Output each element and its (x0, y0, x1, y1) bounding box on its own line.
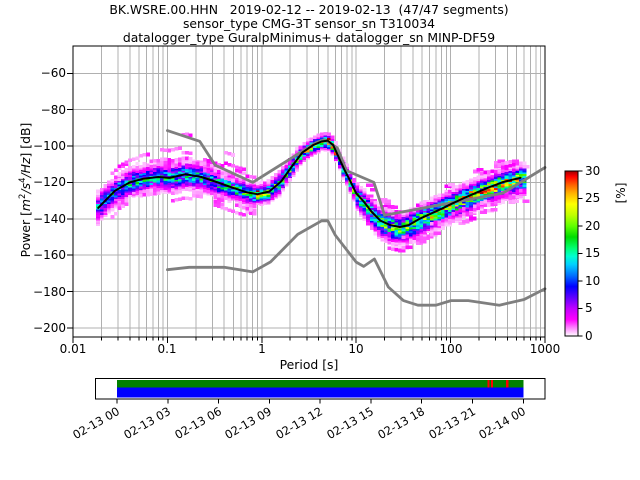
y-tick--160: −160 (33, 248, 66, 262)
timeline-gap-mark (505, 380, 509, 388)
cbar-tick-25: 25 (585, 191, 601, 205)
x-tick-0.01: 0.01 (59, 342, 87, 356)
grid (72, 46, 546, 337)
x-tick-1: 1 (258, 342, 266, 356)
ppsd-mode-line (97, 139, 522, 228)
title-line-1: BK.WSRE.00.HHN 2019-02-12 -- 2019-02-13 … (109, 2, 509, 17)
timeline-used-bar (117, 387, 524, 398)
timeline-coverage-bar (117, 380, 524, 388)
y-axis-label-sup: 2 (18, 193, 28, 199)
cbar-tick-10: 10 (585, 274, 601, 288)
title-line-2: sensor_type CMG-3T sensor_sn T310034 (182, 16, 436, 31)
x-tick-10: 10 (348, 342, 364, 356)
cbar-tick-15: 15 (585, 246, 601, 260)
y-tick--180: −180 (33, 285, 66, 299)
y-tick--120: −120 (33, 175, 66, 189)
y-tick--60: −60 (40, 66, 66, 80)
plot-frame (72, 45, 546, 338)
nhnm-noise-model-line (165, 129, 547, 217)
cbar-tick-0: 0 (585, 329, 593, 343)
timeline-box (94, 377, 546, 400)
timeline-gap-mark (487, 380, 490, 388)
x-tick-100: 100 (439, 342, 463, 356)
cbar-tick-5: 5 (585, 301, 593, 315)
timeline-gap-mark (490, 380, 494, 388)
axis-ticks (67, 72, 546, 343)
colorbar-gradient (565, 171, 578, 336)
cbar-tick-30: 30 (585, 164, 601, 178)
y-tick--140: −140 (33, 212, 66, 226)
x-tick-1000: 1000 (529, 342, 561, 356)
cbar-tick-20: 20 (585, 219, 601, 233)
x-axis-label: Period [s] (279, 357, 339, 372)
title-line-3: datalogger_type GuralpMinimus+ datalogge… (122, 30, 496, 45)
colorbar-ticks (578, 170, 583, 337)
colorbar-frame (564, 170, 579, 337)
timeline-coverage (94, 377, 546, 404)
ppsd-histogram (96, 131, 530, 253)
y-axis-label-math: m (18, 198, 34, 212)
colorbar-label: [%] (614, 182, 628, 204)
x-tick-0.1: 0.1 (157, 342, 177, 356)
y-tick--100: −100 (33, 139, 66, 153)
nlnm-noise-model-line (165, 219, 547, 307)
y-tick--80: −80 (40, 103, 66, 117)
y-tick--200: −200 (33, 321, 66, 335)
